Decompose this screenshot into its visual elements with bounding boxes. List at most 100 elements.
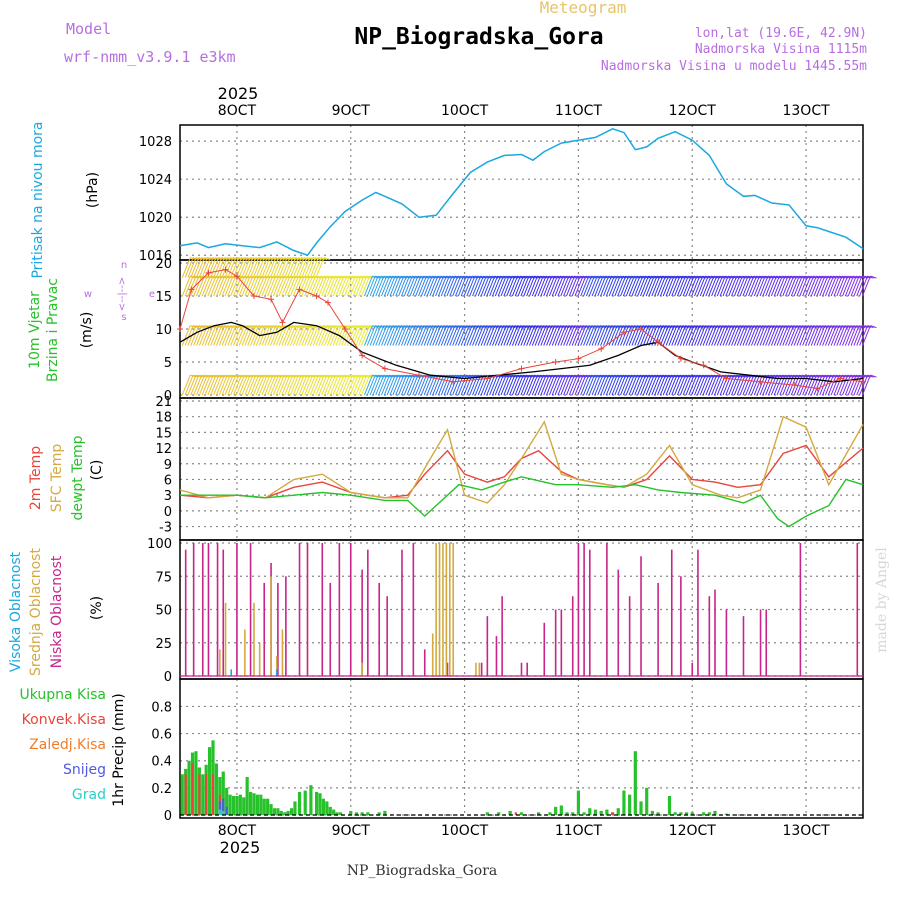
wind-barb xyxy=(839,374,849,396)
wind-barb xyxy=(503,275,513,297)
wind-barb xyxy=(474,275,484,297)
wind-barb xyxy=(517,374,527,396)
wind-barb xyxy=(810,325,820,346)
wind-barb xyxy=(676,374,686,396)
wind-barb xyxy=(469,374,479,396)
wind-barb xyxy=(420,325,430,346)
precip-bar-0-78 xyxy=(679,812,683,815)
wind-barb xyxy=(255,374,265,396)
footer-title: NP_Biogradska_Gora xyxy=(347,863,498,879)
wind-barb xyxy=(435,374,445,396)
wind-barb xyxy=(312,374,322,396)
wind-barb xyxy=(548,275,558,297)
wind-barb xyxy=(435,275,445,297)
wind-barb xyxy=(688,374,698,396)
wind-barb xyxy=(344,374,353,396)
wind-barb xyxy=(805,374,814,396)
wind-barb xyxy=(446,325,456,346)
wind-barb xyxy=(215,325,225,346)
wind-barb xyxy=(392,374,402,396)
wind-barb xyxy=(534,325,544,346)
wind-barb xyxy=(392,325,402,346)
wind-barb xyxy=(272,275,282,297)
wind-barb xyxy=(853,275,863,297)
y-tick-label-0-2: 1024 xyxy=(139,173,172,188)
wind-barb xyxy=(568,374,578,396)
wind-barb xyxy=(810,275,820,297)
wind-barb xyxy=(210,275,220,297)
wind-barb xyxy=(267,374,277,396)
wind-barb xyxy=(770,325,780,346)
wind-barb xyxy=(443,275,453,297)
wind-barb xyxy=(509,325,519,346)
wind-barb xyxy=(193,374,203,396)
wind-barb-flag xyxy=(870,275,877,279)
precip-bar-0-4 xyxy=(194,751,198,815)
wind-barb xyxy=(455,275,464,297)
precip-bar-0-14 xyxy=(228,794,232,815)
wind-barb xyxy=(289,257,299,278)
wind-barb xyxy=(378,374,388,396)
wind-barb xyxy=(304,374,314,396)
wind-barb xyxy=(432,325,442,346)
wind-barb xyxy=(187,257,197,278)
precip-bar-0-23 xyxy=(259,794,263,815)
wind-barb xyxy=(765,325,775,346)
wind-barb xyxy=(844,325,854,346)
precip-bar-0-76 xyxy=(667,796,672,815)
wind-barb xyxy=(568,325,578,346)
wind-barb xyxy=(674,325,684,346)
wind-barb xyxy=(571,325,581,346)
wind-barb xyxy=(739,275,749,297)
precip-bar-0-39 xyxy=(321,798,326,815)
wind-barb xyxy=(224,374,234,396)
wind-barb xyxy=(477,275,487,297)
precip-bar-0-49 xyxy=(377,812,381,815)
wind-barb xyxy=(645,374,655,396)
wind-barb xyxy=(366,374,376,396)
precip-bar-0-19 xyxy=(245,777,249,815)
wind-barb xyxy=(230,325,240,346)
wind-barb xyxy=(235,275,245,297)
wind-barb xyxy=(762,325,772,346)
precip-bar-0-64 xyxy=(593,809,598,815)
wind-barb xyxy=(756,275,766,297)
wind-barb xyxy=(802,325,812,346)
wind-barb xyxy=(332,325,342,346)
wind-barb xyxy=(395,325,405,346)
wind-barb xyxy=(622,275,632,297)
wind-barb xyxy=(830,275,840,297)
series-line-2-2 xyxy=(180,476,864,528)
wind-barb xyxy=(565,275,575,297)
wind-barb xyxy=(529,374,538,396)
wind-barb xyxy=(361,325,371,346)
wind-barb xyxy=(739,374,749,396)
wind-barb xyxy=(836,275,846,297)
wind-barb xyxy=(639,275,649,297)
y-tick-label-2-7: 18 xyxy=(155,411,172,426)
wind-barb-flag xyxy=(867,374,874,378)
wind-barb xyxy=(409,275,419,297)
wind-barb xyxy=(289,325,299,346)
wind-barb xyxy=(381,374,390,396)
wind-barb xyxy=(252,374,262,396)
wind-barb xyxy=(457,275,467,297)
series-line-1-0 xyxy=(179,321,864,383)
wind-barb xyxy=(725,275,735,297)
precip-bar-0-38 xyxy=(318,793,322,815)
wind-barb xyxy=(728,374,738,396)
wind-barb xyxy=(637,374,647,396)
wind-barb xyxy=(839,325,849,346)
wind-barb xyxy=(565,374,575,396)
wind-barb xyxy=(406,374,416,396)
wind-barb xyxy=(474,374,484,396)
wind-barb xyxy=(637,325,647,346)
wind-barb xyxy=(267,325,277,346)
wind-barb xyxy=(272,374,282,396)
wind-barb xyxy=(386,275,396,297)
wind-barb xyxy=(366,275,376,297)
wind-barb xyxy=(642,325,652,346)
precip-bar-0-59 xyxy=(565,812,569,815)
wind-barb xyxy=(224,275,234,297)
wind-barb xyxy=(250,325,260,346)
